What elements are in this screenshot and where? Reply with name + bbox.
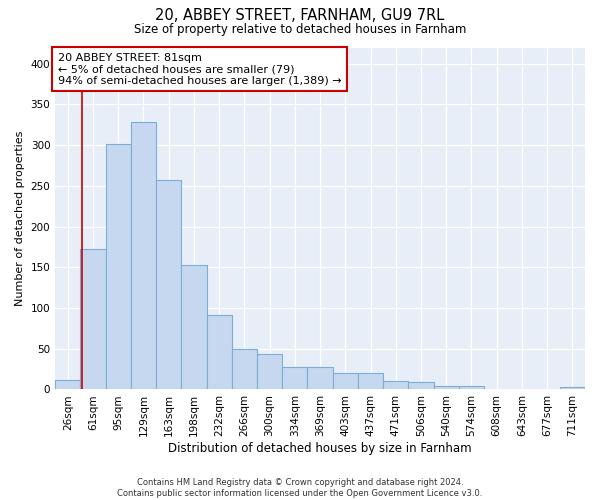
Bar — [509, 388, 535, 390]
Bar — [307, 368, 332, 390]
Bar — [181, 265, 206, 390]
Bar — [409, 382, 434, 390]
Bar — [282, 368, 307, 390]
Bar — [358, 373, 383, 390]
Text: Contains HM Land Registry data © Crown copyright and database right 2024.
Contai: Contains HM Land Registry data © Crown c… — [118, 478, 482, 498]
Bar — [459, 386, 484, 390]
Bar — [434, 386, 459, 390]
Bar — [560, 387, 585, 390]
Bar — [383, 382, 409, 390]
Bar — [232, 348, 257, 390]
Bar — [332, 373, 358, 390]
Text: 20 ABBEY STREET: 81sqm
← 5% of detached houses are smaller (79)
94% of semi-deta: 20 ABBEY STREET: 81sqm ← 5% of detached … — [58, 52, 341, 86]
Bar — [484, 388, 509, 390]
Y-axis label: Number of detached properties: Number of detached properties — [15, 131, 25, 306]
Bar — [535, 388, 560, 390]
Text: 20, ABBEY STREET, FARNHAM, GU9 7RL: 20, ABBEY STREET, FARNHAM, GU9 7RL — [155, 8, 445, 22]
Bar — [80, 250, 106, 390]
Bar — [257, 354, 282, 390]
Bar — [106, 144, 131, 390]
Bar — [156, 180, 181, 390]
X-axis label: Distribution of detached houses by size in Farnham: Distribution of detached houses by size … — [168, 442, 472, 455]
Bar — [206, 316, 232, 390]
Bar — [55, 380, 80, 390]
Bar — [131, 122, 156, 390]
Text: Size of property relative to detached houses in Farnham: Size of property relative to detached ho… — [134, 22, 466, 36]
